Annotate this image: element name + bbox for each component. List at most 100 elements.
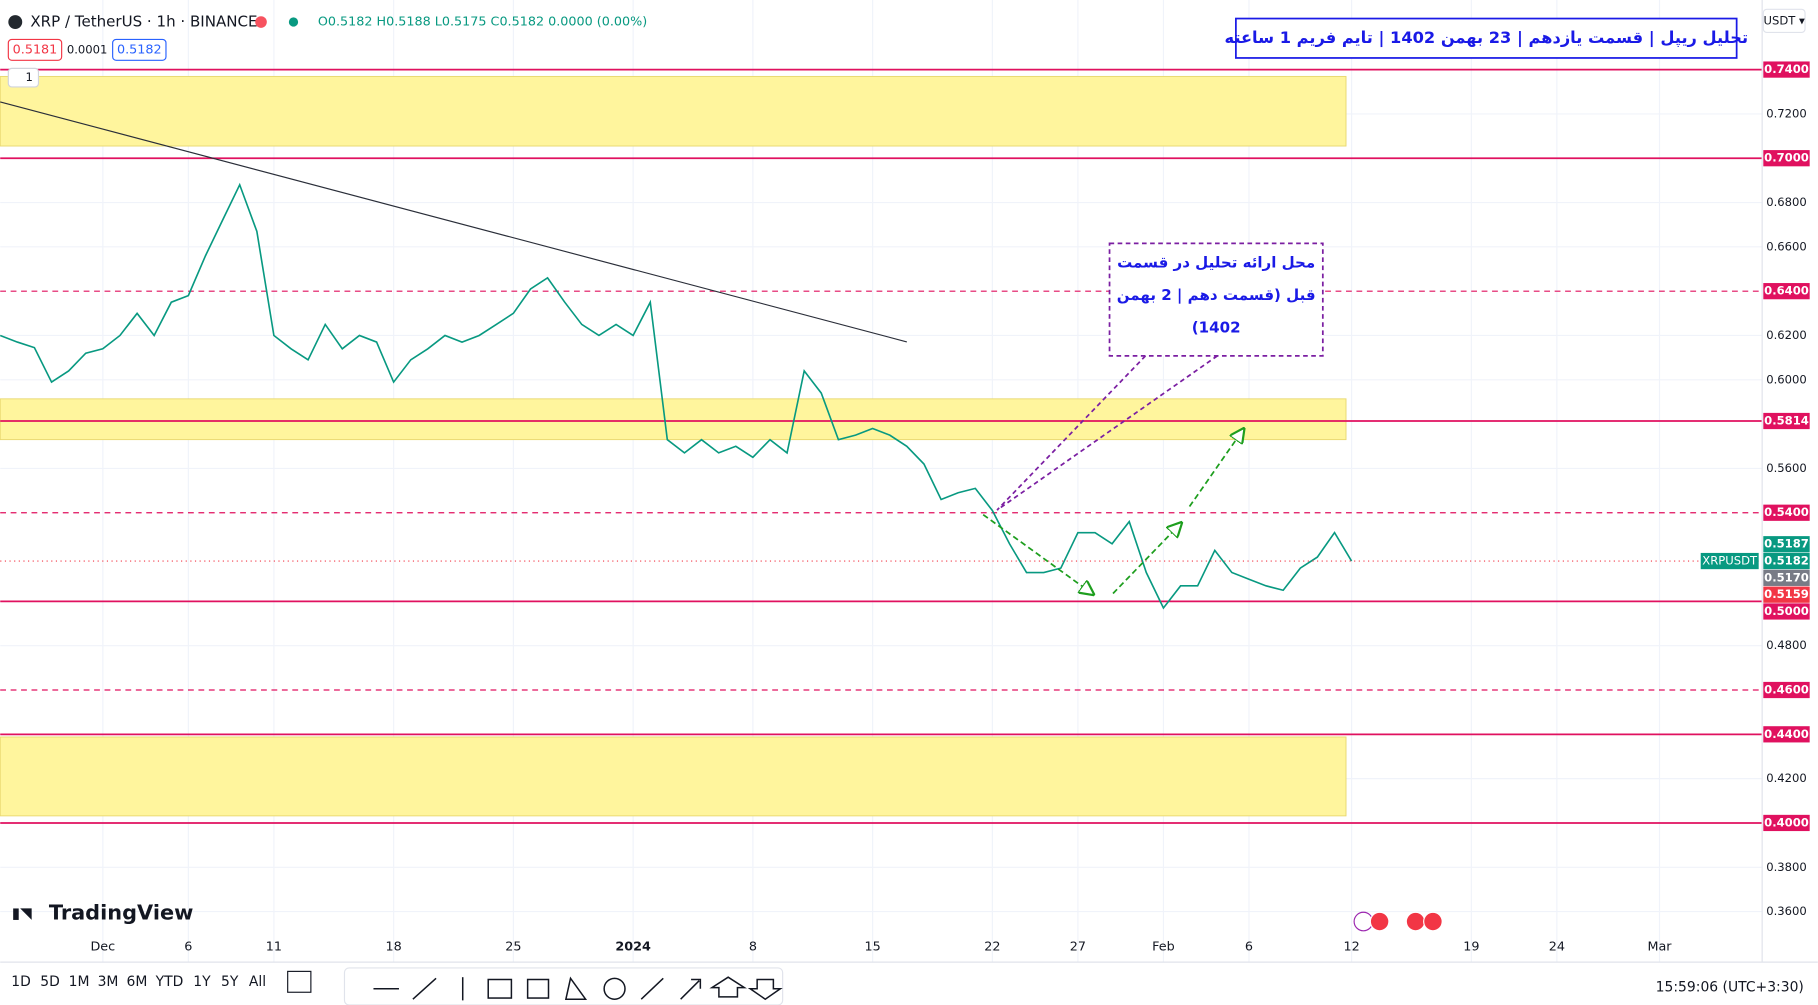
event-icon[interactable] <box>1369 911 1390 932</box>
symbol: XRP / TetherUS · 1h · BINANCE <box>30 13 257 31</box>
level-tag <box>1763 283 1810 300</box>
y-tick-label: 0.4200 <box>1766 771 1807 785</box>
status-dot <box>255 16 267 28</box>
buy-price[interactable]: 0.5182 <box>117 42 162 57</box>
symbol-icon <box>8 15 23 29</box>
y-tick-label: 0.6600 <box>1766 239 1807 253</box>
pointer-line <box>996 355 1147 511</box>
price-line <box>0 182 1353 610</box>
x-tick-label: 12 <box>1343 940 1359 955</box>
range-button[interactable]: 6M <box>127 974 148 990</box>
spread: 0.0001 <box>67 42 108 56</box>
zone <box>0 398 1347 441</box>
x-tick-label: Dec <box>91 940 116 955</box>
pointer-line <box>996 355 1218 511</box>
level-tag-label: 0.4600 <box>1764 683 1809 697</box>
tool-icon[interactable] <box>603 977 626 1000</box>
x-tick-label: 11 <box>266 940 282 955</box>
collapse-button[interactable] <box>7 67 40 88</box>
x-tick-label: 27 <box>1070 940 1086 955</box>
drawing-tools <box>373 976 783 1001</box>
event-icon[interactable] <box>1405 911 1426 932</box>
annotation-line: قبل (قسمت دهم | 2 بهمن <box>1117 286 1316 305</box>
level-tag-label: 0.5814 <box>1764 414 1809 428</box>
sell-box[interactable] <box>7 38 63 61</box>
y-tick-label: 0.6200 <box>1766 328 1807 342</box>
range-bar: 1D 5D 1M 3M 6M YTD 1Y 5Y All <box>11 974 266 990</box>
range-button[interactable]: 3M <box>98 974 119 990</box>
y-tick-label: 0.3800 <box>1766 860 1807 874</box>
range-button[interactable]: 5D <box>40 974 60 990</box>
tool-icon[interactable] <box>487 978 513 999</box>
chart-title: تحلیل ریپل | قسمت یازدهم | 23 بهمن 1402 … <box>1224 28 1748 48</box>
level-tag-label: 0.4000 <box>1764 815 1809 829</box>
trendline <box>0 101 907 343</box>
tool-icon[interactable] <box>640 977 664 1000</box>
level-tag <box>1763 412 1810 430</box>
scenario-arrow <box>1188 430 1243 508</box>
y-tick-label: 0.7200 <box>1766 106 1807 120</box>
x-tick-label: Feb <box>1152 940 1175 955</box>
plot-area <box>0 0 1763 963</box>
x-tick-label: 22 <box>984 940 1000 955</box>
range-button[interactable]: 1D <box>11 974 31 990</box>
range-button[interactable]: 1M <box>69 974 90 990</box>
date-range-icon[interactable] <box>287 970 312 993</box>
level-tag-label: 0.4400 <box>1764 727 1809 741</box>
level-tag <box>1763 150 1810 167</box>
tool-icon[interactable] <box>747 978 783 1001</box>
level-tag-label: 0.5400 <box>1764 505 1809 519</box>
event-icon[interactable] <box>1423 911 1443 932</box>
price-tag <box>1763 536 1810 553</box>
y-tick-label: 0.3600 <box>1766 904 1807 918</box>
level-tag <box>1763 603 1810 620</box>
x-tick-label: 15 <box>865 940 881 955</box>
ohlc: O0.5182 H0.5188 L0.5175 C0.5182 0.0000 (… <box>318 15 647 30</box>
price-tag <box>1763 586 1810 603</box>
currency-button[interactable] <box>1762 8 1806 34</box>
tool-icon[interactable] <box>709 976 747 998</box>
level-tag-label: 0.6400 <box>1764 284 1809 298</box>
logo-mark: ▮◥ <box>12 904 32 922</box>
range-button[interactable]: 5Y <box>221 974 239 990</box>
annotation-box <box>1108 242 1324 357</box>
logo: TradingView <box>49 900 194 924</box>
price-tag-label: 0.5187 <box>1764 537 1809 551</box>
indicator-count[interactable]: 1 <box>26 70 33 84</box>
y-tick-label: 0.4800 <box>1766 638 1807 652</box>
price-tag-label: 0.5159 <box>1764 587 1809 601</box>
level-tag-label: 0.7400 <box>1764 62 1809 76</box>
range-button[interactable]: 1Y <box>193 974 211 990</box>
x-tick-label: 8 <box>749 940 757 955</box>
level-tag <box>1763 61 1810 78</box>
series-tag <box>1700 552 1759 570</box>
x-tick-label: 6 <box>184 940 192 955</box>
y-tick-label: 0.6800 <box>1766 195 1807 209</box>
level-tag-label: 0.5000 <box>1764 604 1809 618</box>
title-box <box>1235 17 1738 59</box>
annotation-line: محل ارائه تحلیل در قسمت <box>1117 254 1315 272</box>
status-dot <box>288 17 299 27</box>
drawing-toolbar <box>343 967 784 1005</box>
x-tick-label: 18 <box>386 940 402 955</box>
scenario-arrow <box>982 513 1092 594</box>
tool-icon[interactable] <box>564 976 588 1000</box>
range-button[interactable]: All <box>249 974 266 990</box>
level-tag <box>1763 504 1810 521</box>
level-tag-label: 0.7000 <box>1764 151 1809 165</box>
tool-icon[interactable] <box>526 978 550 999</box>
tool-icon[interactable] <box>680 978 702 1000</box>
price-tag <box>1763 552 1810 570</box>
level-tag <box>1763 814 1810 832</box>
price-tag <box>1763 569 1810 586</box>
zone <box>0 736 1347 817</box>
y-tick-label: 0.6000 <box>1766 372 1807 386</box>
sell-price[interactable]: 0.5181 <box>13 42 58 57</box>
range-button[interactable]: YTD <box>155 974 184 990</box>
clock: 15:59:06 (UTC+3:30) <box>1656 980 1804 996</box>
currency[interactable]: USDT ▾ <box>1764 13 1805 27</box>
buy-box[interactable] <box>112 38 167 61</box>
tool-icon[interactable] <box>412 977 437 1000</box>
